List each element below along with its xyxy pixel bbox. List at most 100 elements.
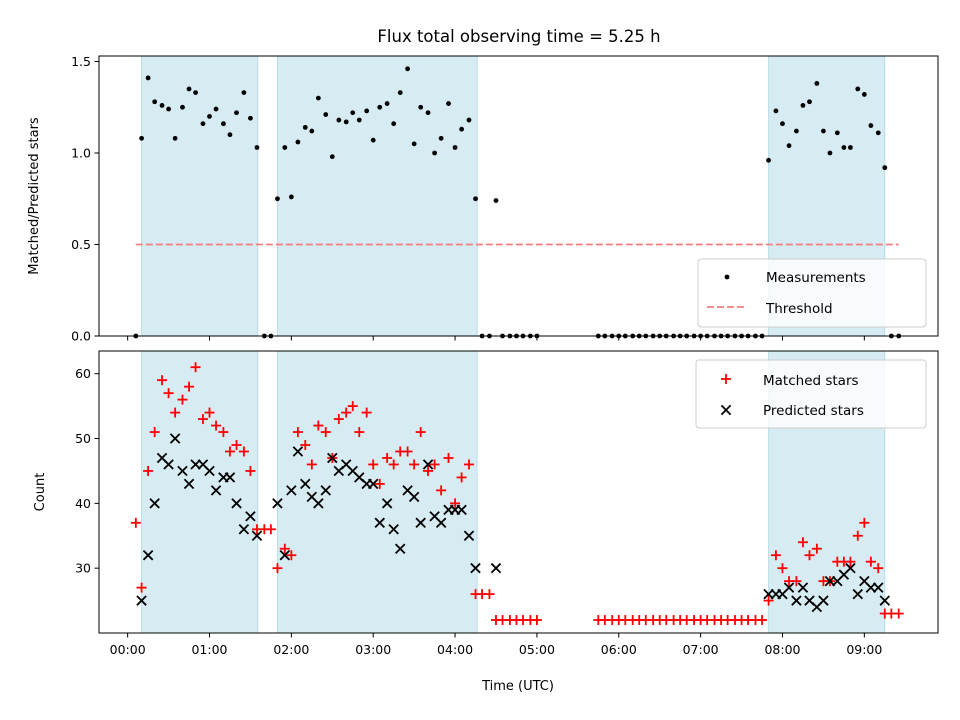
matched-point xyxy=(218,427,229,438)
measurement-point xyxy=(350,110,356,116)
ratio-panel: 0.0 0.5 1.0 1.5 Matched/Predicted stars Mea… xyxy=(27,54,939,344)
measurement-point xyxy=(411,141,417,147)
measurement-point xyxy=(773,108,779,114)
predicted-stars-series xyxy=(136,433,891,613)
measurement-point xyxy=(323,112,329,117)
matched-point xyxy=(163,388,174,399)
matched-point xyxy=(484,589,495,600)
predicted-point xyxy=(470,562,481,574)
matched-point xyxy=(333,414,344,425)
measurement-point xyxy=(152,99,158,105)
x-axis-label: Time (UTC) xyxy=(481,679,554,694)
measurement-point xyxy=(814,81,820,86)
matched-point xyxy=(423,465,434,476)
measurement-point xyxy=(793,128,799,134)
predicted-point xyxy=(286,485,297,496)
predicted-point xyxy=(435,517,447,529)
matched-point xyxy=(811,543,822,554)
matched-point xyxy=(313,420,324,431)
predicted-point xyxy=(238,524,250,535)
measurement-point xyxy=(288,194,294,200)
measurement-point xyxy=(875,130,881,136)
matched-point xyxy=(130,517,141,528)
matched-point xyxy=(320,427,331,438)
predicted-point xyxy=(791,595,802,606)
matched-point xyxy=(211,420,222,431)
observing-interval-0 xyxy=(141,350,259,634)
ratio-legend: Measurements Threshold xyxy=(697,258,927,328)
measurements-series xyxy=(133,66,902,339)
predicted-point xyxy=(231,498,242,509)
x-tick-label: 03:00 xyxy=(355,642,391,657)
matched-point xyxy=(300,440,311,450)
predicted-point xyxy=(224,472,236,483)
measurement-point xyxy=(432,150,437,156)
measurement-point xyxy=(329,154,335,160)
measurement-point xyxy=(405,66,410,72)
measurement-point xyxy=(473,196,478,202)
measurement-point xyxy=(282,145,288,150)
legend-predicted-marker xyxy=(720,404,732,416)
measurement-point xyxy=(438,135,444,141)
measurement-point xyxy=(370,137,376,143)
x-tick-label: 06:00 xyxy=(601,642,637,657)
legend-measurements-marker xyxy=(724,274,730,280)
x-tick-label: 05:00 xyxy=(519,642,555,657)
x-tick-label: 09:00 xyxy=(846,642,882,657)
matched-point xyxy=(865,556,876,567)
matched-point xyxy=(797,537,808,548)
predicted-point xyxy=(313,498,324,509)
count-legend: Matched stars Predicted stars xyxy=(695,359,927,429)
predicted-point xyxy=(245,511,256,522)
measurement-point xyxy=(493,198,499,203)
predicted-point xyxy=(374,517,385,529)
measurement-point xyxy=(861,92,867,97)
measurement-point xyxy=(452,145,458,150)
matched-point xyxy=(224,446,235,457)
matched-point xyxy=(757,615,768,626)
predicted-point xyxy=(142,549,154,561)
predicted-point xyxy=(797,582,809,593)
measurement-point xyxy=(241,90,247,96)
matched-point xyxy=(388,459,399,470)
predicted-point xyxy=(381,498,393,509)
measurement-point xyxy=(315,95,321,101)
measurement-point xyxy=(848,145,853,150)
predicted-point xyxy=(845,562,856,574)
predicted-point xyxy=(169,433,181,444)
matched-point xyxy=(859,517,870,528)
matched-point xyxy=(443,452,454,463)
matched-point xyxy=(873,563,884,574)
x-tick-label: 07:00 xyxy=(683,642,719,657)
predicted-point xyxy=(783,582,795,593)
y-tick-label: 60 xyxy=(75,366,91,381)
predicted-point xyxy=(279,549,291,561)
matched-point xyxy=(791,576,802,587)
x-tick-label: 01:00 xyxy=(191,642,227,657)
matched-point xyxy=(149,427,160,438)
legend-label: Threshold xyxy=(765,301,833,317)
measurement-point xyxy=(356,117,362,123)
chart-title: Flux total observing time = 5.25 h xyxy=(377,27,660,46)
predicted-point xyxy=(292,446,304,457)
observing-interval-1 xyxy=(276,350,478,634)
matched-point xyxy=(347,401,358,412)
predicted-point xyxy=(367,478,379,490)
predicted-point xyxy=(183,478,195,490)
matched-point xyxy=(436,485,447,496)
matched-point xyxy=(272,563,283,574)
measurement-point xyxy=(180,104,185,110)
measurement-point xyxy=(459,126,465,132)
matched-point xyxy=(402,446,413,457)
y-tick-label: 40 xyxy=(75,496,91,511)
predicted-point xyxy=(490,562,502,574)
measurement-point xyxy=(364,108,370,114)
predicted-point xyxy=(415,517,426,529)
measurement-point xyxy=(336,117,342,123)
measurement-point xyxy=(159,103,165,108)
predicted-point xyxy=(320,485,331,496)
predicted-point xyxy=(463,530,475,541)
measurement-point xyxy=(234,110,239,116)
matched-point xyxy=(231,440,242,450)
